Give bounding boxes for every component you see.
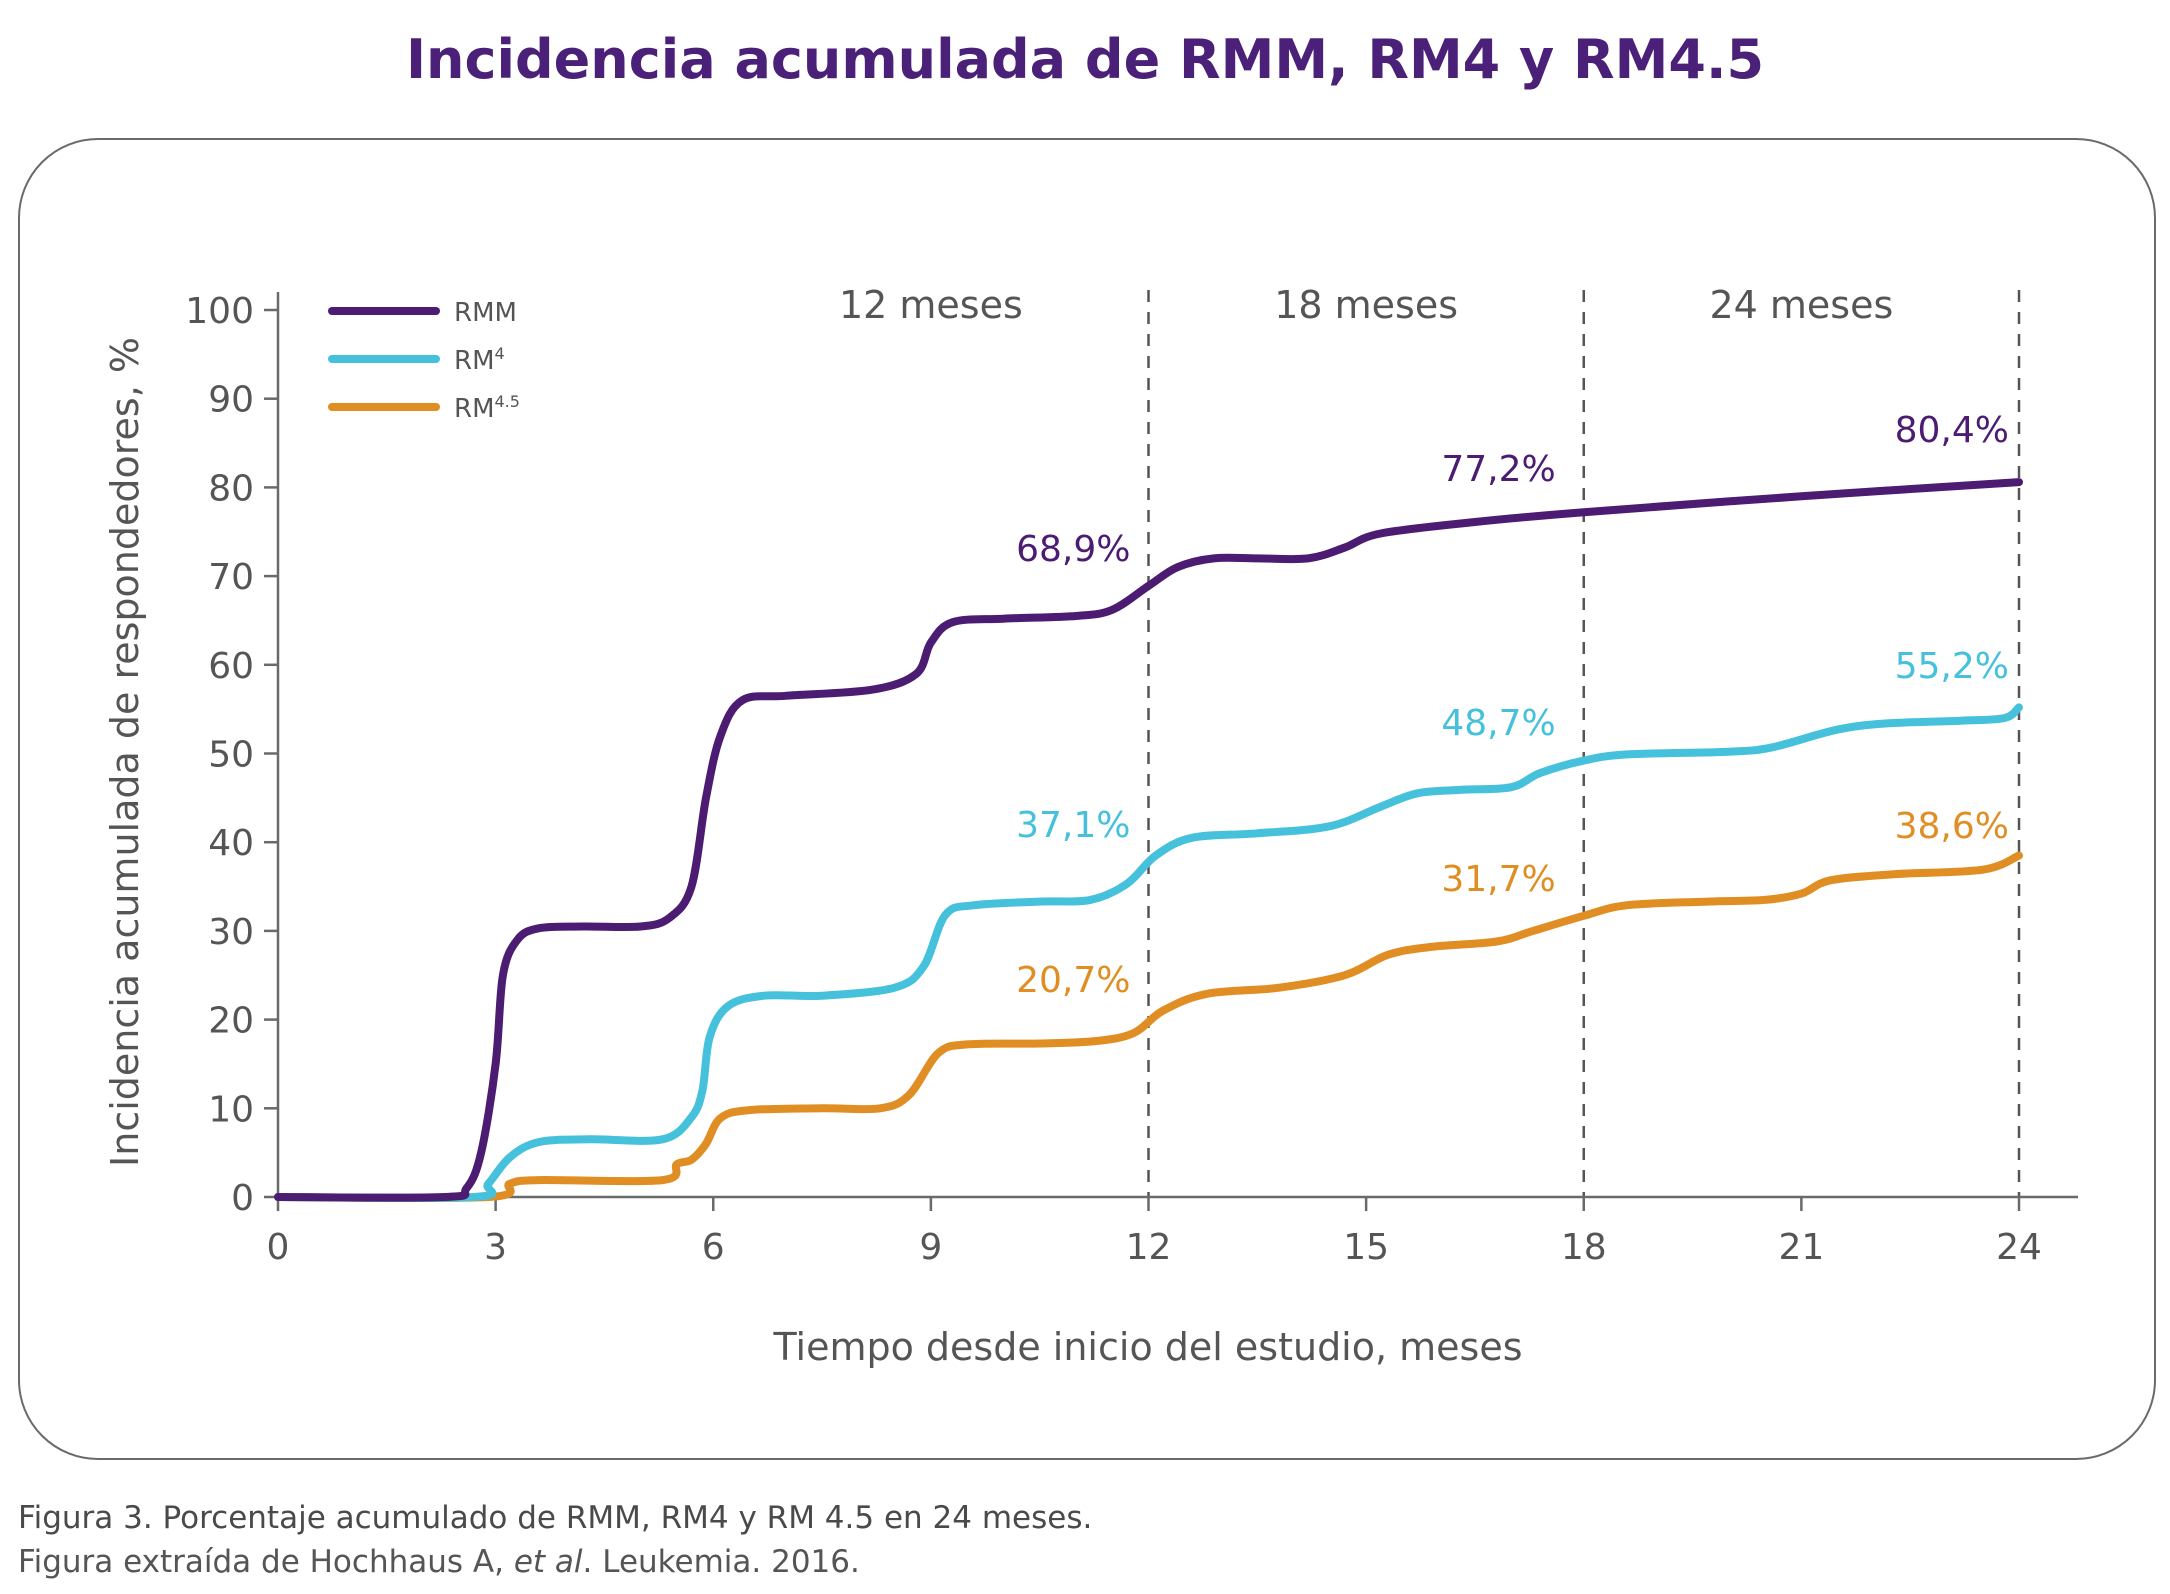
axes: 0 10 20 30 40 50 60 70 80 90 100 0 3 6 9 12 15 18 21 24 (185, 291, 2078, 1268)
data-labels: 68,9% 77,2% 80,4% 37,1% 48,7% 55,2% 20,7% 31,7%… (1016, 410, 2009, 1001)
y-tick-label: 90 (208, 380, 254, 421)
series-line-rm4-5 (274, 851, 2023, 1202)
legend-label: RMM (454, 298, 517, 328)
data-label: 55,2% (1895, 646, 2009, 687)
chart-frame (18, 138, 2156, 1460)
caption-italic: et al (513, 1544, 583, 1580)
data-label: 80,4% (1895, 410, 2009, 451)
x-axis-title: Tiempo desde inicio del estudio, meses (772, 1325, 1522, 1369)
y-axis-title: Incidencia acumulada de respondedores, % (103, 337, 147, 1167)
chart-title: Incidencia acumulada de RMM, RM4 y RM4.5 (405, 28, 1765, 91)
figure-caption: Figura 3. Porcentaje acumulado de RMM, R… (18, 1496, 1092, 1584)
y-tick-label: 40 (208, 823, 254, 864)
x-tick-label: 24 (1996, 1227, 2042, 1268)
x-tick-label: 6 (702, 1227, 725, 1268)
data-label: 68,9% (1016, 529, 1130, 570)
series-line-rmm (274, 478, 2023, 1202)
data-label: 20,7% (1016, 960, 1130, 1001)
caption-text: Figura extraída de Hochhaus A, (18, 1544, 514, 1580)
caption-line-1: Figura 3. Porcentaje acumulado de RMM, R… (18, 1500, 1093, 1536)
x-tick-label: 12 (1126, 1227, 1172, 1268)
x-tick-label: 3 (484, 1227, 507, 1268)
legend-label-superscript: 4 (495, 344, 505, 363)
legend-label-superscript: 4.5 (495, 392, 520, 411)
y-tick-label: 60 (208, 646, 254, 687)
x-tick-label: 9 (919, 1227, 942, 1268)
legend-label: RM4.5 (454, 392, 520, 424)
x-tick-label: 0 (267, 1227, 290, 1268)
legend: RMM RM4 RM4.5 (328, 298, 520, 424)
caption-line-2: Figura extraída de Hochhaus A, et al. Le… (18, 1540, 1092, 1584)
y-tick-label: 0 (231, 1178, 254, 1219)
period-markers: 12 meses 18 meses 24 meses (839, 283, 2021, 1197)
y-tick-label: 100 (185, 291, 254, 332)
period-label: 12 meses (839, 283, 1023, 327)
legend-label: RM4 (454, 344, 505, 376)
series-lines (274, 478, 2023, 1202)
x-tick-label: 18 (1561, 1227, 1607, 1268)
period-label: 18 meses (1274, 283, 1458, 327)
data-label: 31,7% (1441, 859, 1555, 900)
period-label: 24 meses (1709, 283, 1893, 327)
y-tick-label: 10 (208, 1089, 254, 1130)
y-tick-label: 20 (208, 1001, 254, 1042)
data-label: 77,2% (1441, 449, 1555, 490)
y-tick-label: 70 (208, 557, 254, 598)
series-line-rm4 (274, 703, 2023, 1202)
y-tick-label: 30 (208, 912, 254, 953)
data-label: 38,6% (1895, 806, 2009, 847)
caption-text: . Leukemia. 2016. (582, 1544, 860, 1580)
y-tick-label: 50 (208, 735, 254, 776)
x-tick-label: 15 (1343, 1227, 1389, 1268)
data-label: 37,1% (1016, 805, 1130, 846)
data-label: 48,7% (1441, 703, 1555, 744)
y-tick-label: 80 (208, 468, 254, 509)
x-tick-label: 21 (1778, 1227, 1824, 1268)
